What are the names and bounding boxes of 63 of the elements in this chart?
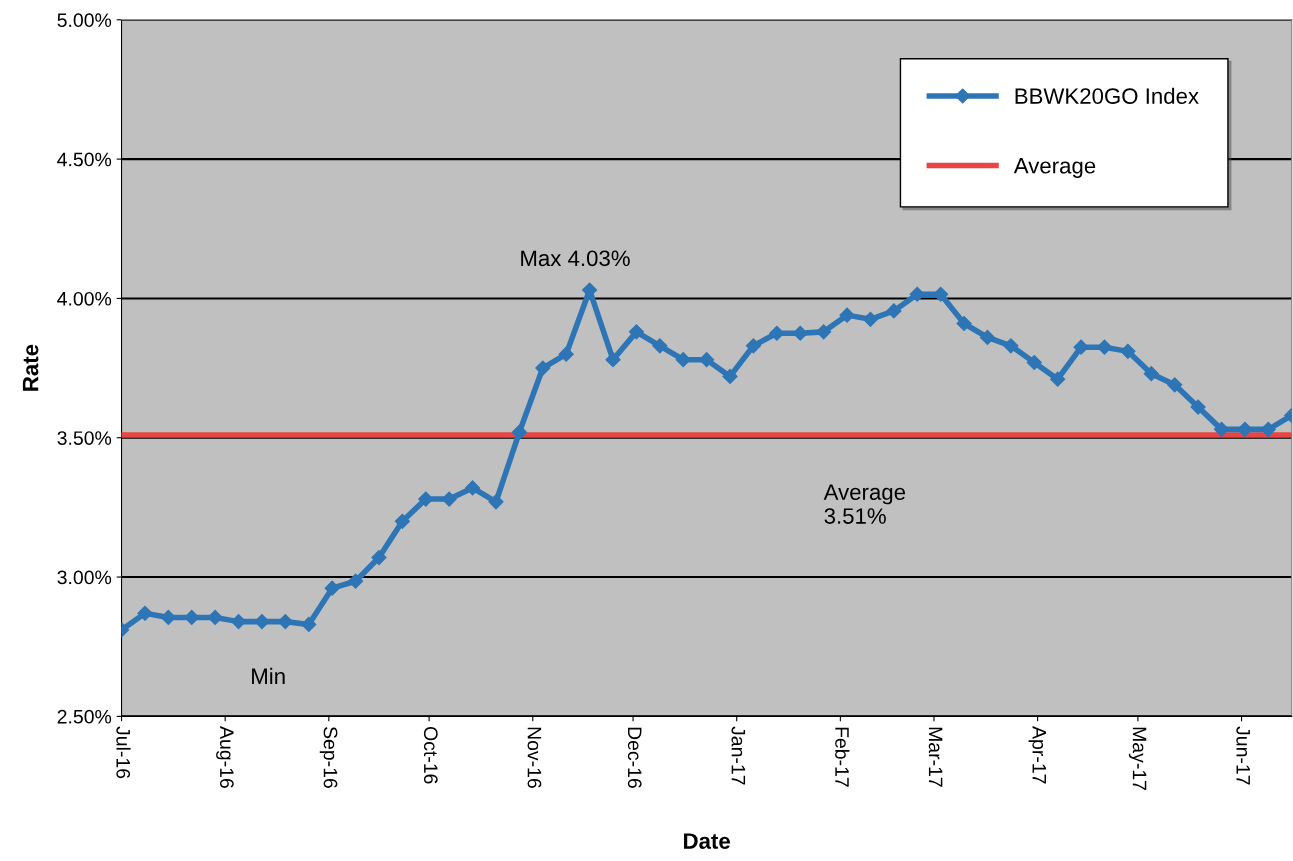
x-tick-label: Nov-16 [527, 727, 542, 788]
annotation: Min [252, 667, 285, 684]
point [839, 307, 855, 323]
point [1026, 354, 1042, 371]
x-tick-label: Oct-16 [423, 726, 438, 784]
point [348, 573, 364, 589]
x-tick-label: Feb-17 [835, 727, 850, 787]
point [1050, 371, 1066, 387]
point [933, 286, 949, 302]
x-tick-label: Dec-16 [627, 727, 642, 788]
point [699, 352, 715, 368]
point [511, 424, 527, 440]
point [488, 494, 504, 510]
point [886, 303, 902, 319]
point [301, 616, 317, 632]
point [137, 605, 153, 621]
point [628, 324, 644, 340]
x-tick-label: Jul-16 [116, 726, 131, 779]
point [441, 491, 457, 507]
point [558, 346, 574, 362]
point [418, 491, 434, 507]
point [652, 338, 668, 354]
point [160, 609, 176, 626]
point [909, 286, 925, 302]
point [324, 580, 340, 596]
point [1003, 338, 1019, 354]
point [722, 368, 738, 385]
x-tick-label: Sep-16 [319, 726, 338, 788]
annotation: Average 3.51% [823, 484, 906, 524]
y-tick-label: 2.50% [57, 709, 112, 724]
x-tick-label: Jun-17 [1236, 726, 1250, 785]
x-tick-label: Mar-17 [928, 727, 943, 787]
x-tick-label: Jan-17 [731, 726, 746, 785]
point [394, 513, 410, 529]
annotation: Max 4.03% [521, 250, 630, 267]
legend-label: Average [1013, 158, 1096, 178]
legend-label: BBWK20GO Index [1015, 87, 1199, 104]
y-tick-label: 3.00% [57, 570, 112, 585]
x-axis-title: Date [684, 833, 730, 849]
point [1073, 339, 1089, 355]
y-tick-label: 4.00% [57, 291, 112, 306]
point [605, 352, 621, 368]
point [1167, 377, 1183, 393]
point [465, 480, 481, 496]
y-tick-label: 4.50% [57, 152, 112, 167]
point [675, 352, 691, 368]
y-tick-label: 3.50% [57, 431, 112, 445]
point [862, 311, 879, 327]
x-tick-label: May-17 [1128, 727, 1147, 790]
point [979, 329, 996, 345]
x-tick-label: Aug-16 [216, 726, 234, 788]
point [1143, 366, 1159, 382]
point [956, 315, 972, 332]
point [535, 360, 551, 376]
point [1237, 421, 1253, 437]
x-tick-label: Apr-17 [1028, 726, 1046, 784]
point [1120, 343, 1136, 359]
y-tick-label: 5.00% [57, 13, 112, 28]
point [745, 338, 762, 354]
point [1190, 399, 1206, 415]
point [816, 324, 832, 340]
point [371, 549, 387, 566]
y-axis-title: Rate [22, 344, 39, 391]
